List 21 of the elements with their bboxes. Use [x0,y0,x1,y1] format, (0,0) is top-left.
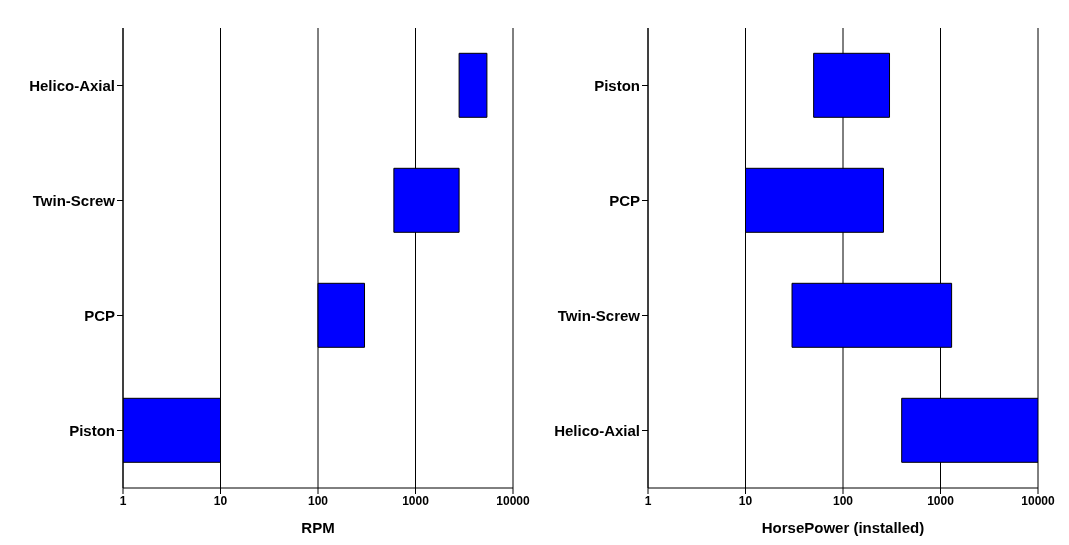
x-tick-label: 1000 [402,493,430,508]
y-tick-label: PCP [609,191,640,209]
x-tick-label: 1 [644,493,652,508]
y-tick-label: Piston [69,421,115,439]
bar [458,52,488,118]
x-tick-label: 10 [213,493,228,508]
x-tick-label: 1 [119,493,127,508]
y-tick-label: Helico-Axial [29,76,115,94]
y-tick-label: Twin-Screw [557,306,641,324]
x-tick-label: 10 [738,493,753,508]
y-tick-label: Helico-Axial [554,421,640,439]
y-tick-label: PCP [84,306,115,324]
x-tick-label: 100 [832,493,854,508]
y-tick-label: Twin-Screw [32,191,116,209]
x-tick-label: 100 [307,493,329,508]
x-tick-label: 1000 [927,493,955,508]
x-tick-label: 10000 [1021,493,1056,508]
x-axis-title: RPM [301,519,335,536]
x-axis-title: HorsePower (installed) [761,519,925,536]
x-tick-label: 10000 [496,493,531,508]
y-tick-label: Piston [594,76,640,94]
